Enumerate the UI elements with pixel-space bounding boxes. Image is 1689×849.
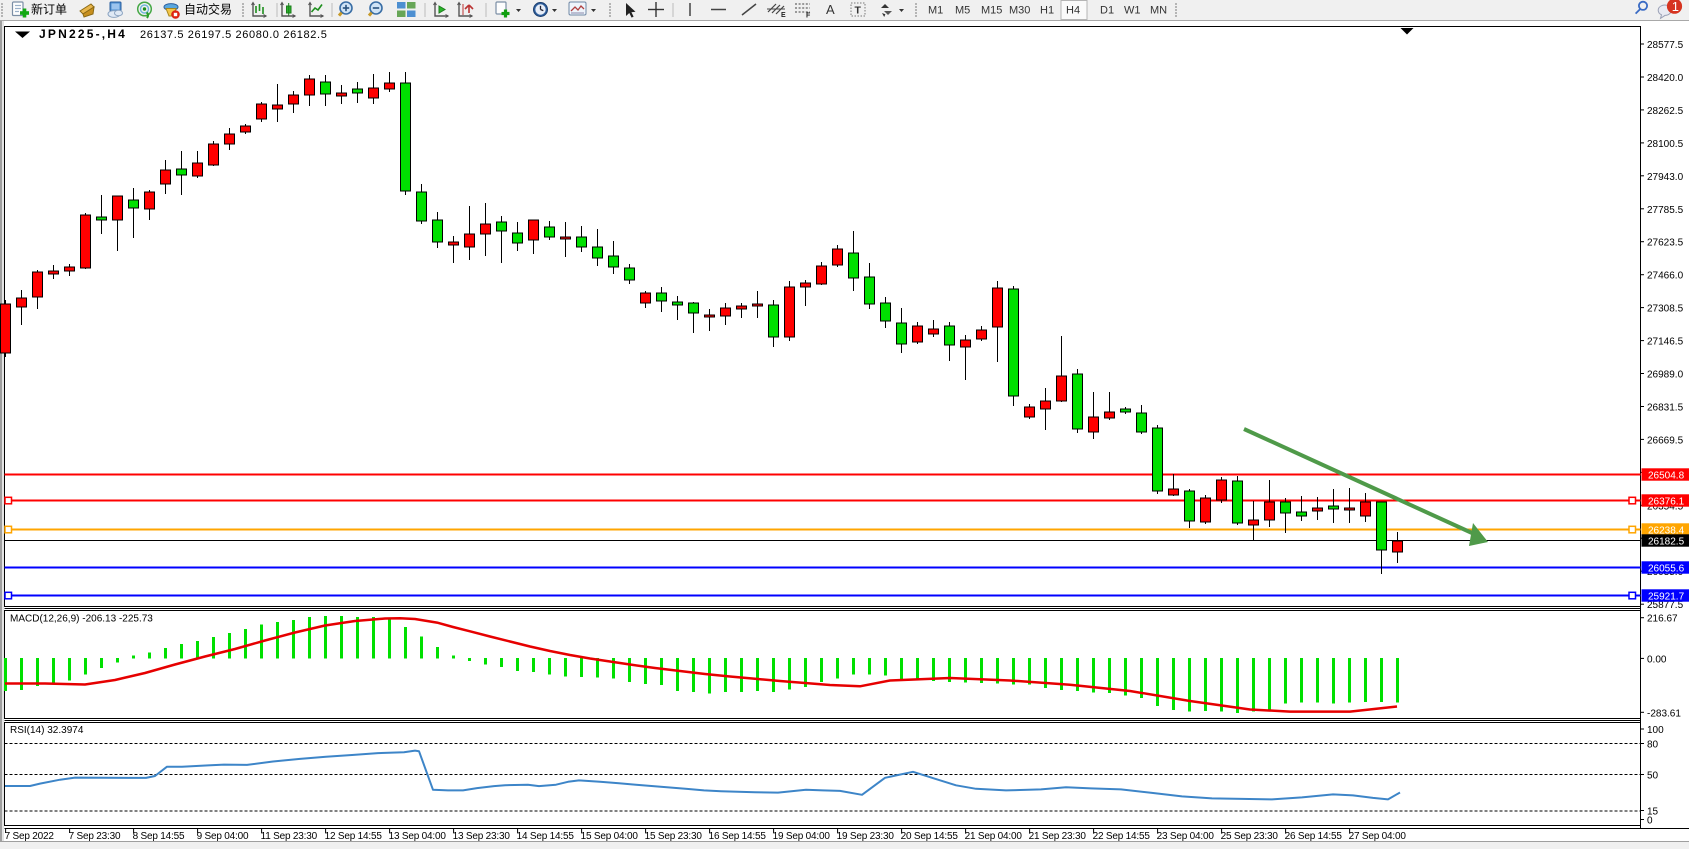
svg-text:216.67: 216.67: [1647, 614, 1678, 625]
svg-text:27466.0: 27466.0: [1647, 271, 1684, 282]
svg-text:F: F: [806, 13, 811, 20]
svg-text:1: 1: [1672, 0, 1679, 14]
svg-text:22 Sep 14:55: 22 Sep 14:55: [1093, 831, 1151, 842]
svg-text:26137.5 26197.5 26080.0 26182.: 26137.5 26197.5 26080.0 26182.5: [140, 29, 327, 41]
svg-text:100: 100: [1647, 725, 1664, 736]
svg-text:11 Sep 23:30: 11 Sep 23:30: [261, 831, 318, 842]
svg-text:0: 0: [1647, 816, 1653, 827]
svg-text:19 Sep 23:30: 19 Sep 23:30: [837, 831, 895, 842]
svg-text:14 Sep 14:55: 14 Sep 14:55: [517, 831, 575, 842]
svg-text:26989.0: 26989.0: [1647, 370, 1684, 381]
svg-text:20 Sep 14:55: 20 Sep 14:55: [901, 831, 959, 842]
svg-text:E: E: [781, 12, 786, 19]
svg-text:26354.5: 26354.5: [1647, 501, 1684, 512]
svg-text:26669.5: 26669.5: [1647, 435, 1684, 446]
svg-text:27146.5: 27146.5: [1647, 337, 1684, 348]
svg-text:0.00: 0.00: [1647, 654, 1667, 665]
svg-text:W1: W1: [1124, 5, 1141, 17]
svg-text:自动交易: 自动交易: [184, 2, 232, 17]
svg-text:80: 80: [1647, 740, 1659, 751]
svg-text:8 Sep 14:55: 8 Sep 14:55: [133, 831, 185, 842]
svg-text:H4: H4: [1066, 5, 1080, 17]
svg-text:26831.5: 26831.5: [1647, 403, 1684, 414]
svg-text:27943.0: 27943.0: [1647, 172, 1684, 183]
svg-text:新订单: 新订单: [31, 2, 67, 17]
svg-text:26055.6: 26055.6: [1648, 564, 1685, 575]
svg-text:26504.8: 26504.8: [1648, 471, 1685, 482]
svg-text:JPN225-,H4: JPN225-,H4: [39, 27, 127, 41]
svg-text:A: A: [826, 2, 835, 17]
svg-text:15 Sep 23:30: 15 Sep 23:30: [645, 831, 703, 842]
svg-text:26182.5: 26182.5: [1648, 537, 1685, 548]
svg-text:26 Sep 14:55: 26 Sep 14:55: [1285, 831, 1343, 842]
svg-text:21 Sep 04:00: 21 Sep 04:00: [965, 831, 1023, 842]
svg-text:15 Sep 04:00: 15 Sep 04:00: [581, 831, 639, 842]
svg-text:MN: MN: [1150, 5, 1167, 17]
svg-text:MACD(12,26,9) -206.13 -225.73: MACD(12,26,9) -206.13 -225.73: [10, 614, 153, 625]
svg-text:D1: D1: [1100, 5, 1114, 17]
svg-text:28100.5: 28100.5: [1647, 139, 1684, 150]
svg-text:M15: M15: [981, 5, 1002, 17]
svg-text:21 Sep 23:30: 21 Sep 23:30: [1029, 831, 1087, 842]
svg-text:H1: H1: [1040, 5, 1054, 17]
svg-text:7 Sep 2022: 7 Sep 2022: [5, 831, 55, 842]
svg-text:25 Sep 23:30: 25 Sep 23:30: [1221, 831, 1279, 842]
svg-text:16 Sep 14:55: 16 Sep 14:55: [709, 831, 767, 842]
svg-text:27308.5: 27308.5: [1647, 304, 1684, 315]
svg-text:15: 15: [1647, 807, 1659, 818]
svg-text:M30: M30: [1009, 5, 1030, 17]
svg-text:-283.61: -283.61: [1647, 708, 1681, 719]
svg-text:50: 50: [1647, 771, 1659, 782]
svg-text:RSI(14) 32.3974: RSI(14) 32.3974: [10, 725, 84, 736]
svg-text:28262.5: 28262.5: [1647, 106, 1684, 117]
svg-text:26238.4: 26238.4: [1648, 526, 1685, 537]
svg-text:7 Sep 23:30: 7 Sep 23:30: [69, 831, 121, 842]
svg-text:9 Sep 04:00: 9 Sep 04:00: [197, 831, 249, 842]
svg-text:13 Sep 04:00: 13 Sep 04:00: [389, 831, 447, 842]
svg-text:28420.0: 28420.0: [1647, 73, 1684, 84]
svg-text:26376.1: 26376.1: [1648, 497, 1685, 508]
svg-text:13 Sep 23:30: 13 Sep 23:30: [453, 831, 511, 842]
svg-text:19 Sep 04:00: 19 Sep 04:00: [773, 831, 831, 842]
svg-text:25921.7: 25921.7: [1648, 592, 1685, 603]
svg-text:28577.5: 28577.5: [1647, 40, 1684, 51]
svg-text:25877.5: 25877.5: [1647, 600, 1684, 611]
svg-text:27 Sep 04:00: 27 Sep 04:00: [1349, 831, 1407, 842]
svg-text:T: T: [855, 5, 862, 17]
svg-text:27785.5: 27785.5: [1647, 205, 1684, 216]
svg-text:M1: M1: [928, 5, 943, 17]
svg-text:23 Sep 04:00: 23 Sep 04:00: [1157, 831, 1215, 842]
svg-text:27623.5: 27623.5: [1647, 238, 1684, 249]
svg-text:12 Sep 14:55: 12 Sep 14:55: [325, 831, 383, 842]
svg-text:M5: M5: [955, 5, 970, 17]
